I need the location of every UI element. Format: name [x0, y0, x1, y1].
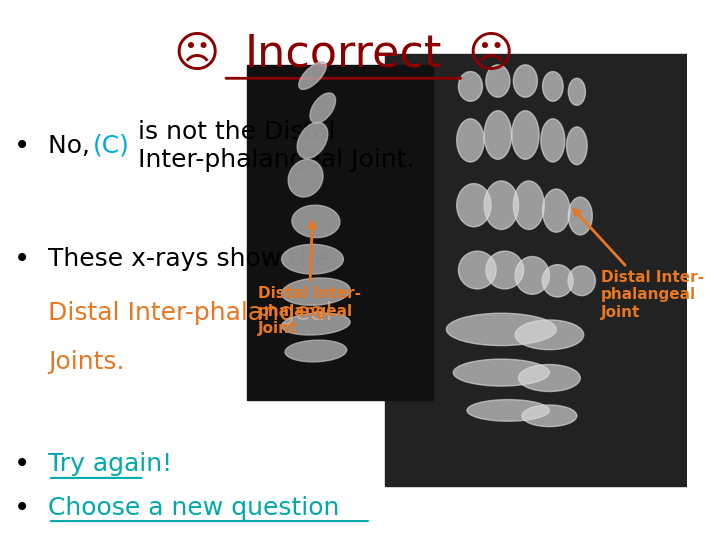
Ellipse shape — [288, 159, 323, 197]
Ellipse shape — [515, 320, 584, 350]
Ellipse shape — [486, 251, 523, 289]
Ellipse shape — [522, 405, 577, 427]
Text: •: • — [14, 450, 30, 478]
Bar — [247, 65, 433, 400]
Ellipse shape — [282, 278, 350, 305]
Ellipse shape — [310, 93, 336, 123]
Ellipse shape — [459, 71, 482, 102]
Ellipse shape — [543, 71, 563, 102]
Text: is not the Distal
 Inter-phalangeal Joint.: is not the Distal Inter-phalangeal Joint… — [130, 120, 415, 172]
Ellipse shape — [456, 119, 484, 162]
Ellipse shape — [292, 205, 340, 238]
Ellipse shape — [459, 251, 496, 289]
Text: Incorrect: Incorrect — [245, 32, 442, 76]
Ellipse shape — [456, 184, 491, 227]
Text: •: • — [14, 245, 30, 273]
Text: No,: No, — [48, 134, 98, 158]
Ellipse shape — [568, 266, 595, 296]
Text: ☹: ☹ — [467, 32, 513, 76]
Text: (C): (C) — [93, 134, 130, 158]
Text: Choose a new question: Choose a new question — [48, 496, 339, 519]
Ellipse shape — [541, 119, 565, 162]
Ellipse shape — [568, 197, 593, 235]
Ellipse shape — [446, 313, 557, 346]
Text: Distal Inter-
phalangeal
Joint: Distal Inter- phalangeal Joint — [574, 210, 704, 320]
Text: Distal Inter-
phalangeal
Joint: Distal Inter- phalangeal Joint — [258, 222, 361, 336]
Ellipse shape — [568, 78, 585, 105]
Text: Distal Inter-phalangeal: Distal Inter-phalangeal — [48, 301, 333, 325]
Ellipse shape — [282, 313, 350, 335]
Ellipse shape — [285, 340, 347, 362]
Ellipse shape — [543, 189, 570, 232]
Text: Try again!: Try again! — [48, 453, 172, 476]
Ellipse shape — [567, 127, 588, 165]
Text: ☹: ☹ — [174, 32, 220, 76]
Ellipse shape — [454, 359, 549, 386]
Ellipse shape — [299, 62, 326, 90]
Ellipse shape — [515, 256, 549, 294]
Ellipse shape — [542, 265, 573, 297]
Ellipse shape — [513, 181, 544, 230]
Ellipse shape — [486, 65, 510, 97]
Ellipse shape — [467, 400, 549, 421]
Ellipse shape — [297, 122, 328, 159]
Text: Joints.: Joints. — [48, 350, 125, 374]
Text: •: • — [14, 132, 30, 160]
Ellipse shape — [513, 65, 537, 97]
Ellipse shape — [484, 181, 518, 230]
Ellipse shape — [512, 111, 539, 159]
Text: These x-rays show the: These x-rays show the — [48, 247, 330, 271]
Ellipse shape — [518, 364, 580, 391]
Bar — [384, 54, 687, 486]
Text: •: • — [14, 494, 30, 522]
Ellipse shape — [282, 244, 343, 274]
Ellipse shape — [484, 111, 512, 159]
